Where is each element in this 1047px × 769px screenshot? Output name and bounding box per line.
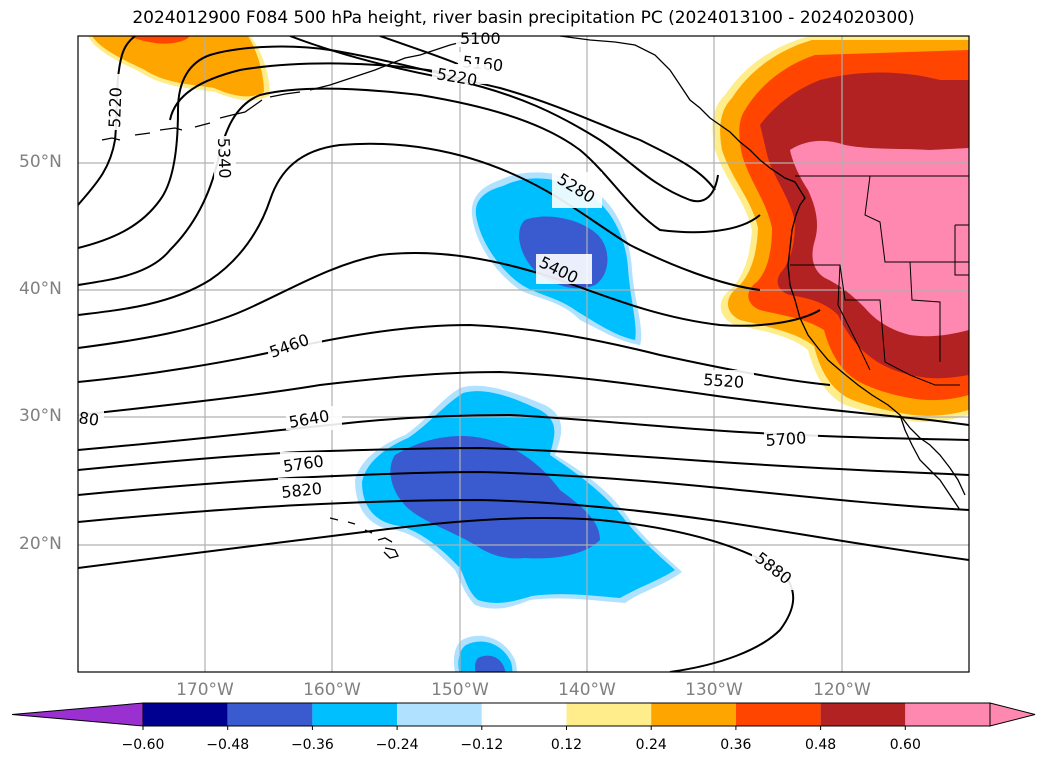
longitude-label: 170°W [176,680,234,700]
contour-label: 5700 [765,428,807,450]
colorbar-segment [143,703,228,726]
colorbar-tick-label: 0.12 [550,737,583,753]
colorbar [11,702,1036,730]
page-title: 2024012900 F084 500 hPa height, river ba… [132,8,915,28]
political-borders [790,175,969,386]
contour-label: 5220 [105,87,125,128]
contour-labels: 5100 5160 5220 5220 5340 5280 5400 5460 … [77,29,818,590]
latitude-label: 40°N [19,279,62,299]
colorbar-tick-label: 0.24 [635,737,667,753]
colorbar-segment [566,703,652,726]
colorbar-tick-label: −0.36 [290,737,334,753]
gridlines [78,36,969,672]
colorbar-extend-min [11,702,144,727]
colorbar-tick-label: −0.24 [375,737,419,753]
longitude-label: 120°W [813,680,871,700]
latitude-label: 20°N [19,534,62,554]
negative-anomaly-south [355,385,682,609]
colorbar-segment [227,703,313,726]
colorbar-segment [312,703,398,726]
contour-label: 5100 [460,29,501,48]
colorbar-tick-label: 0.60 [889,737,921,753]
negative-anomaly-bottom [453,635,517,672]
longitude-label: 150°W [431,680,489,700]
longitude-label: 160°W [303,680,361,700]
contour-label: 5520 [703,370,745,392]
colorbar-segment [905,703,990,726]
contour-label: 5340 [214,137,234,178]
colorbar-tick-label: −0.12 [460,737,504,753]
map-frame [77,35,970,673]
longitude-label: 140°W [558,680,616,700]
colorbar-segment [820,703,906,726]
colorbar-segment [735,703,821,726]
colorbar-segment [481,703,567,726]
colorbar-segment [397,703,482,726]
colorbar-extend-max [989,702,1036,727]
colorbar-tick-label: 0.36 [720,737,752,753]
contour-label: 5820 [280,479,322,502]
latitude-label: 30°N [19,406,62,426]
colorbar-tick-label: −0.48 [206,737,250,753]
coastlines [101,36,966,559]
contour-label: 80 [77,408,100,430]
colorbar-tick-label: −0.60 [121,737,165,753]
colorbar-tick-label: 0.48 [805,737,837,753]
longitude-label: 130°W [685,680,743,700]
latitude-label: 50°N [19,152,62,172]
colorbar-segment [651,703,736,726]
